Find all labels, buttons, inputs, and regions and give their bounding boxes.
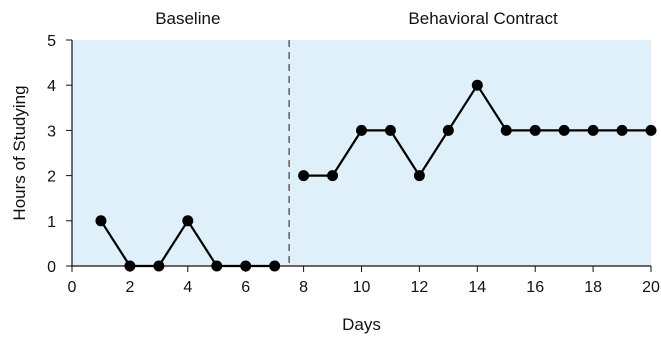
x-tick-label: 12: [411, 279, 429, 296]
x-tick-label: 20: [642, 279, 660, 296]
x-tick-label: 6: [241, 279, 250, 296]
data-point: [558, 124, 570, 136]
phase-label: Baseline: [155, 9, 220, 28]
phase-divider: Baseline Behavioral Contract: [155, 9, 558, 266]
x-tick-label: 18: [584, 279, 602, 296]
y-tick-label: 4: [47, 78, 56, 95]
y-tick-label: 1: [47, 214, 56, 231]
y-axis-title: Hours of Studying: [10, 85, 29, 220]
x-tick-label: 8: [299, 279, 308, 296]
data-point: [529, 124, 541, 136]
data-point: [356, 124, 367, 136]
x-tick-label: 4: [183, 279, 192, 296]
data-point: [124, 260, 136, 272]
data-point: [413, 170, 425, 182]
x-tick-label: 14: [468, 279, 486, 296]
plot-background: [72, 40, 651, 266]
data-point: [471, 79, 483, 91]
x-axis-title: Days: [342, 315, 381, 334]
x-tick-label: 10: [353, 279, 371, 296]
y-tick-label: 0: [47, 259, 56, 276]
data-point: [211, 260, 223, 272]
data-point: [327, 170, 339, 182]
data-point: [616, 124, 628, 136]
y-tick-label: 2: [47, 169, 56, 186]
x-tick-label: 2: [125, 279, 134, 296]
data-point: [500, 124, 512, 136]
data-point: [153, 260, 165, 272]
series-group: [95, 79, 657, 272]
data-point: [269, 260, 281, 272]
data-point: [240, 260, 252, 272]
y-tick-label: 3: [47, 123, 56, 140]
data-point: [182, 215, 194, 227]
x-tick-label: 16: [526, 279, 544, 296]
data-point: [384, 124, 396, 136]
x-tick-label: 0: [68, 279, 77, 296]
data-point: [645, 124, 657, 136]
phase-label: Behavioral Contract: [408, 9, 558, 28]
data-point: [95, 215, 107, 227]
data-point: [442, 124, 454, 136]
y-tick-label: 5: [47, 33, 56, 50]
data-point: [587, 124, 599, 136]
data-point: [298, 170, 310, 182]
